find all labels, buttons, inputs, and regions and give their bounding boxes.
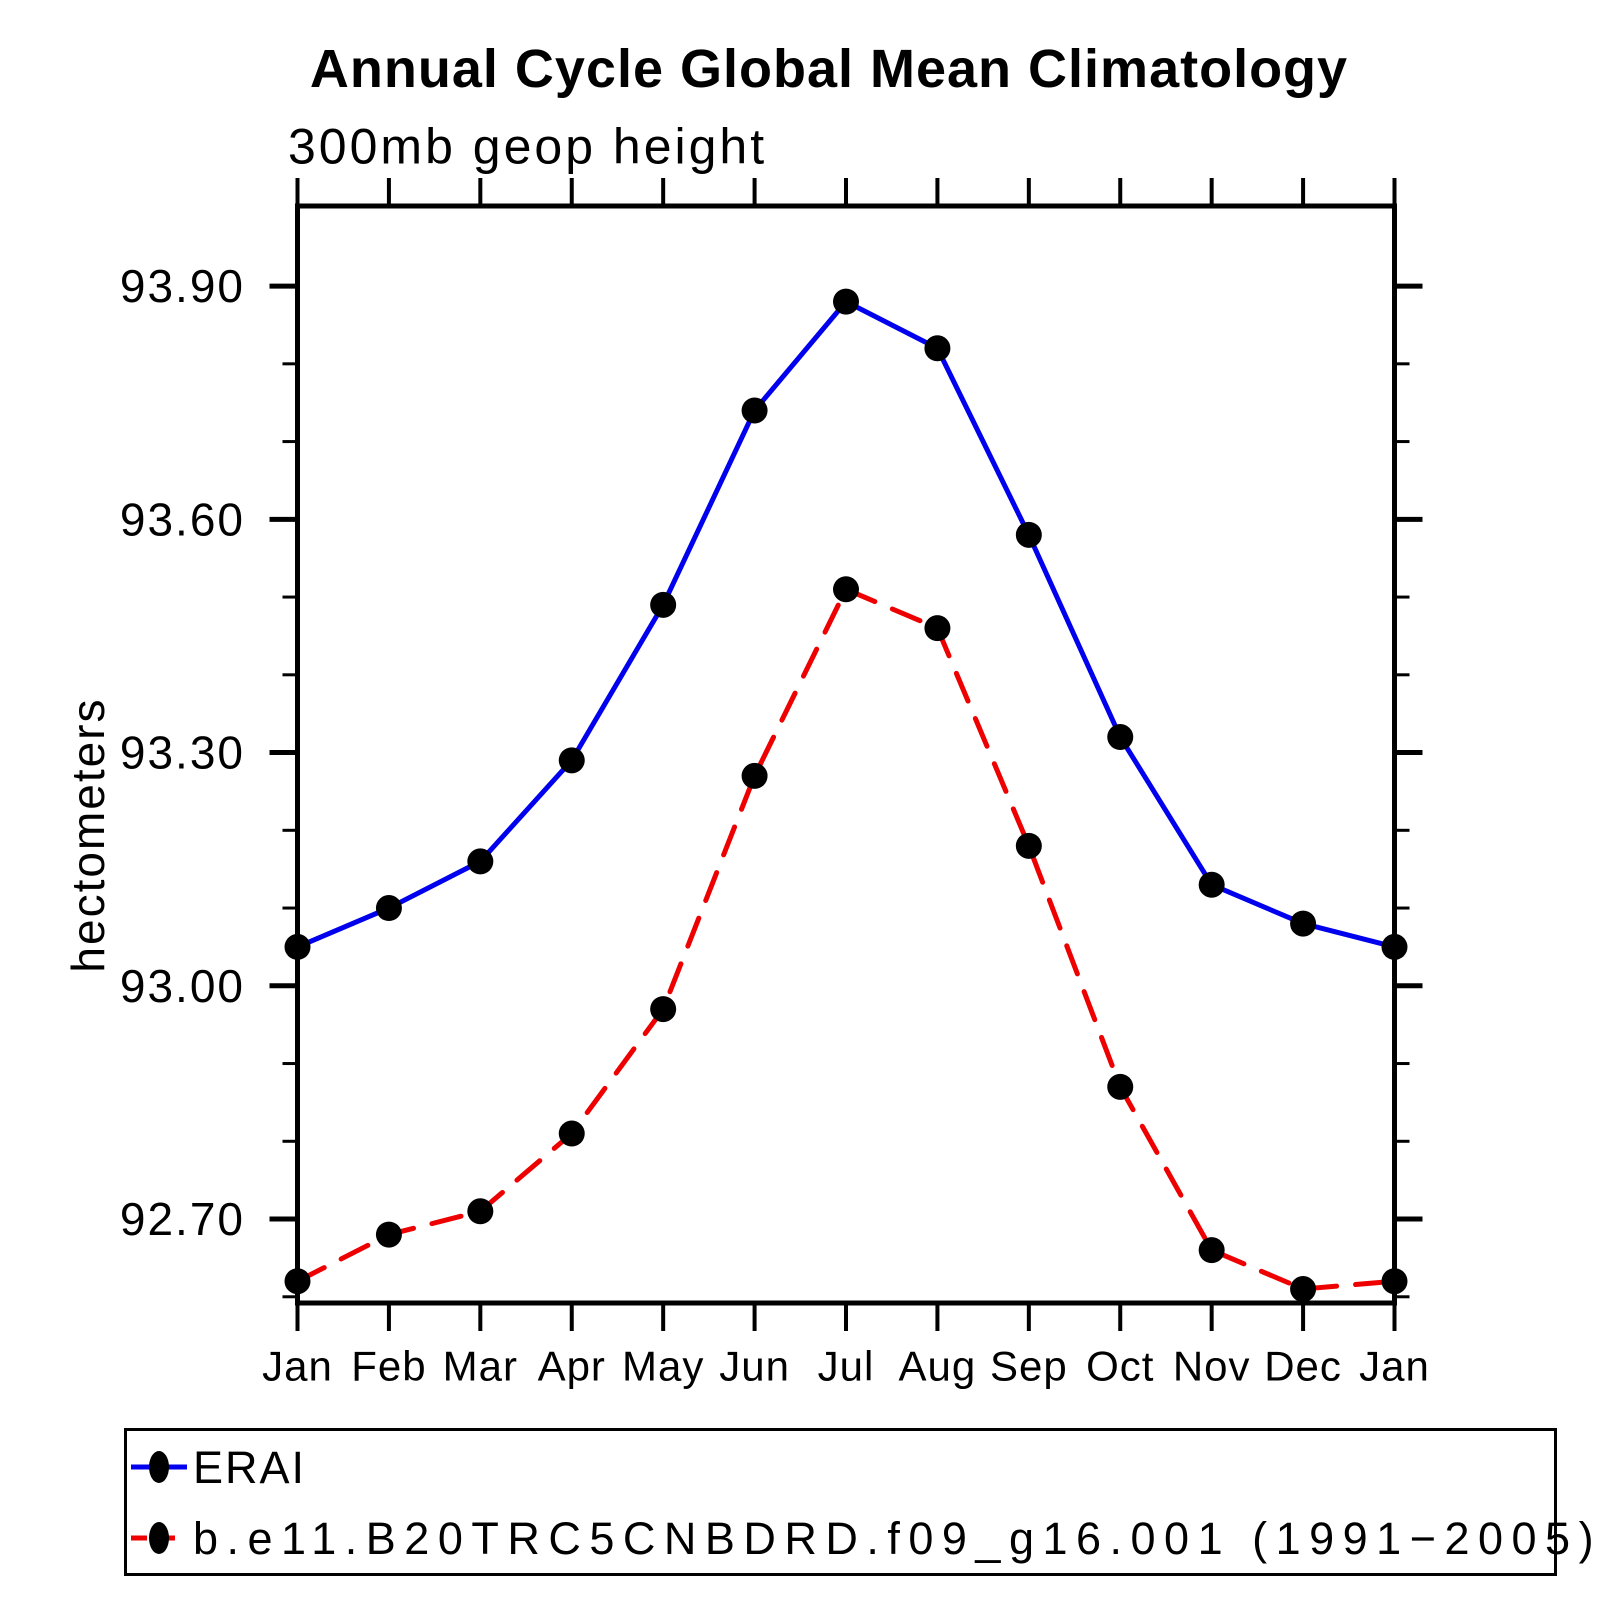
data-point-marker (1198, 871, 1225, 898)
data-point-marker (833, 576, 859, 603)
x-tick-label: Aug (899, 1343, 977, 1390)
y-tick-label: 93.90 (120, 260, 245, 312)
data-point-marker (741, 397, 768, 424)
y-tick-label: 93.00 (120, 960, 245, 1012)
x-tick-label: Sep (990, 1343, 1068, 1390)
legend-box (124, 1428, 1557, 1576)
data-point-marker (375, 1221, 402, 1248)
y-tick-label: 92.70 (120, 1193, 245, 1245)
x-tick-label: Jun (719, 1343, 790, 1390)
data-point-marker (375, 895, 402, 922)
data-point-marker (650, 591, 677, 618)
series-line-erai (295, 299, 1397, 950)
data-point-marker (1198, 1237, 1225, 1264)
y-axis-label: hectometers (62, 697, 114, 972)
y-tick-label: 93.30 (120, 727, 245, 779)
plot-frame (295, 203, 1397, 1306)
data-point-marker (924, 335, 951, 362)
x-tick-label: Jan (1359, 1343, 1430, 1390)
filled-circle-icon (149, 1451, 169, 1483)
data-point-marker (558, 747, 585, 774)
data-point-marker (558, 1120, 585, 1147)
data-point-marker (1015, 832, 1042, 859)
x-tick-label: Apr (538, 1343, 606, 1390)
data-point-marker (1107, 724, 1134, 751)
chart-title: Annual Cycle Global Mean Climatology (310, 39, 1348, 99)
filled-circle-icon (149, 1522, 169, 1554)
data-point-marker (833, 288, 859, 315)
legend-entry-model: b.e11.B20TRC5CNBDRD.f09_g16.001 (1991−20… (131, 1513, 1602, 1564)
y-tick-label: 93.60 (120, 493, 245, 545)
x-tick-label: Mar (443, 1343, 518, 1390)
data-point-marker (1290, 910, 1317, 937)
data-point-marker (467, 1198, 494, 1225)
x-tick-label: Nov (1173, 1343, 1251, 1390)
data-point-marker (1381, 933, 1408, 960)
axes-layer: Jan Feb Mar Apr May Jun Jul Aug Sep Oct Nov Dec Jan 9… (120, 178, 1430, 1390)
data-point-marker (1015, 521, 1042, 548)
data-point-marker (924, 615, 951, 642)
series-layer (284, 288, 1408, 1303)
series-line-model (295, 586, 1397, 1292)
data-point-marker (467, 848, 494, 875)
x-tick-label: Oct (1086, 1343, 1154, 1390)
legend-entry-erai: ERAI (131, 1442, 306, 1493)
data-point-marker (650, 996, 677, 1023)
x-tick-label: May (622, 1343, 704, 1390)
legend-label-erai: ERAI (193, 1442, 306, 1493)
data-point-marker (1381, 1268, 1408, 1295)
data-point-marker (284, 1268, 311, 1295)
x-tick-label: Dec (1264, 1343, 1342, 1390)
legend: ERAI b.e11.B20TRC5CNBDRD.f09_g16.001 (19… (124, 1428, 1602, 1576)
data-point-marker (284, 933, 311, 960)
legend-label-model: b.e11.B20TRC5CNBDRD.f09_g16.001 (1991−20… (193, 1513, 1602, 1564)
data-point-marker (1290, 1276, 1317, 1303)
x-tick-label: Feb (351, 1343, 426, 1390)
x-tick-label: Jul (818, 1343, 875, 1390)
data-point-marker (741, 762, 768, 789)
data-point-marker (1107, 1073, 1134, 1100)
x-tick-label: Jan (262, 1343, 333, 1390)
chart-subtitle: 300mb geop height (288, 119, 767, 175)
